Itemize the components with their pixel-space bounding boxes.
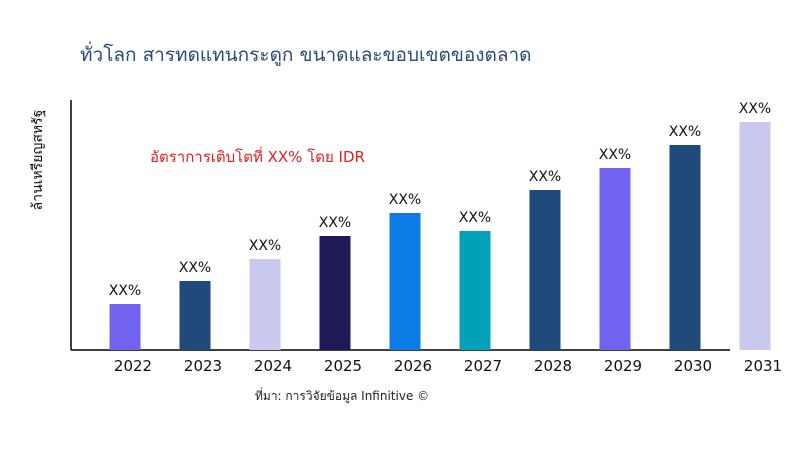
x-tick-label-2026: 2026 [394, 357, 432, 375]
x-tick-label-2024: 2024 [254, 357, 292, 375]
x-tick-label-2028: 2028 [534, 357, 572, 375]
x-tick-label-2022: 2022 [114, 357, 152, 375]
bar-2024 [249, 259, 281, 350]
x-tick-label-2023: 2023 [184, 357, 222, 375]
data-label-2026: XX% [389, 192, 421, 208]
data-label-2030: XX% [669, 124, 701, 140]
data-label-2025: XX% [319, 215, 351, 231]
bar-2022 [109, 304, 141, 350]
bar-2026 [389, 213, 421, 350]
data-label-2027: XX% [459, 210, 491, 226]
bar-2030 [669, 145, 701, 350]
x-tick-label-2031: 2031 [744, 357, 782, 375]
data-label-2023: XX% [179, 260, 211, 276]
x-tick-label-2027: 2027 [464, 357, 502, 375]
x-tick-label-2029: 2029 [604, 357, 642, 375]
data-label-2029: XX% [599, 147, 631, 163]
bar-2027 [459, 231, 491, 350]
data-label-2022: XX% [109, 283, 141, 299]
chart-title: ทั่วโลก สารทดแทนกระดูก ขนาดและขอบเขตของต… [80, 44, 532, 66]
bar-2025 [319, 236, 351, 350]
cagr-annotation: อัตราการเติบโตที่ XX% โดย IDR [150, 148, 365, 166]
data-label-2031: XX% [739, 101, 771, 117]
x-tick-label-2030: 2030 [674, 357, 712, 375]
bar-2029 [599, 168, 631, 350]
bar-2023 [179, 281, 211, 350]
bar-2028 [529, 190, 561, 350]
bar-2031 [739, 122, 771, 350]
source-note: ที่มา: การวิจัยข้อมูล Infinitive © [255, 389, 430, 403]
x-tick-label-2025: 2025 [324, 357, 362, 375]
data-label-2028: XX% [529, 169, 561, 185]
data-label-2024: XX% [249, 238, 281, 254]
